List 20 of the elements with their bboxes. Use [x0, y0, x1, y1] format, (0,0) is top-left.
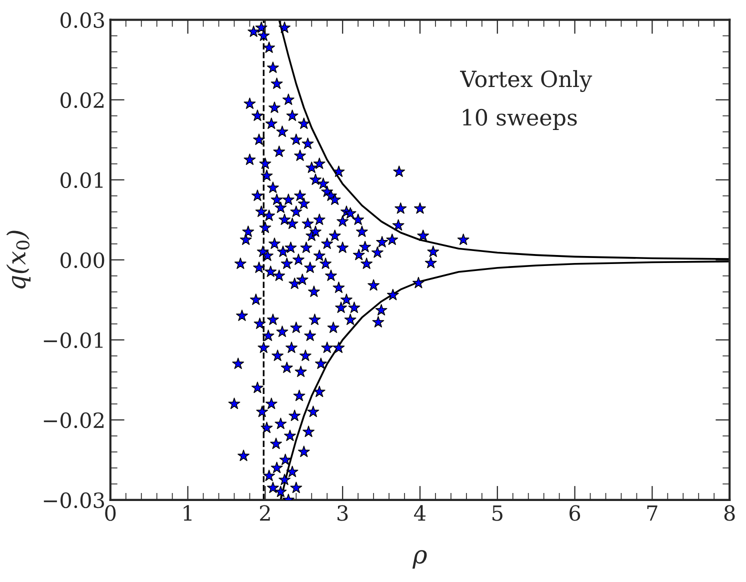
x-axis-title: ρ [412, 550, 427, 569]
x-tick-label: 5 [492, 505, 502, 521]
x-tick-label: 4 [414, 505, 426, 521]
x-tick-label: 6 [570, 505, 580, 521]
y-tick-label: 0.01 [60, 172, 103, 188]
y-axis-title: q(x$_{0}$) [6, 230, 31, 288]
y-tick-label: −0.01 [44, 332, 103, 348]
x-tick-label: 0 [105, 505, 116, 521]
x-tick-label: 8 [724, 505, 735, 521]
y-tick-label: 0.03 [60, 12, 104, 28]
x-tick-label: 1 [184, 505, 192, 521]
x-tick-label: 7 [647, 505, 658, 521]
x-tick-label: 2 [260, 505, 270, 521]
x-tick-label: 3 [338, 505, 348, 521]
y-tick-label: 0.00 [60, 252, 104, 268]
annotation: Vortex Only [460, 70, 592, 92]
y-tick-label: −0.03 [44, 492, 104, 508]
y-tick-label: −0.02 [44, 412, 104, 428]
annotation: 10 sweeps [462, 108, 577, 130]
y-tick-label: 0.02 [60, 92, 104, 108]
